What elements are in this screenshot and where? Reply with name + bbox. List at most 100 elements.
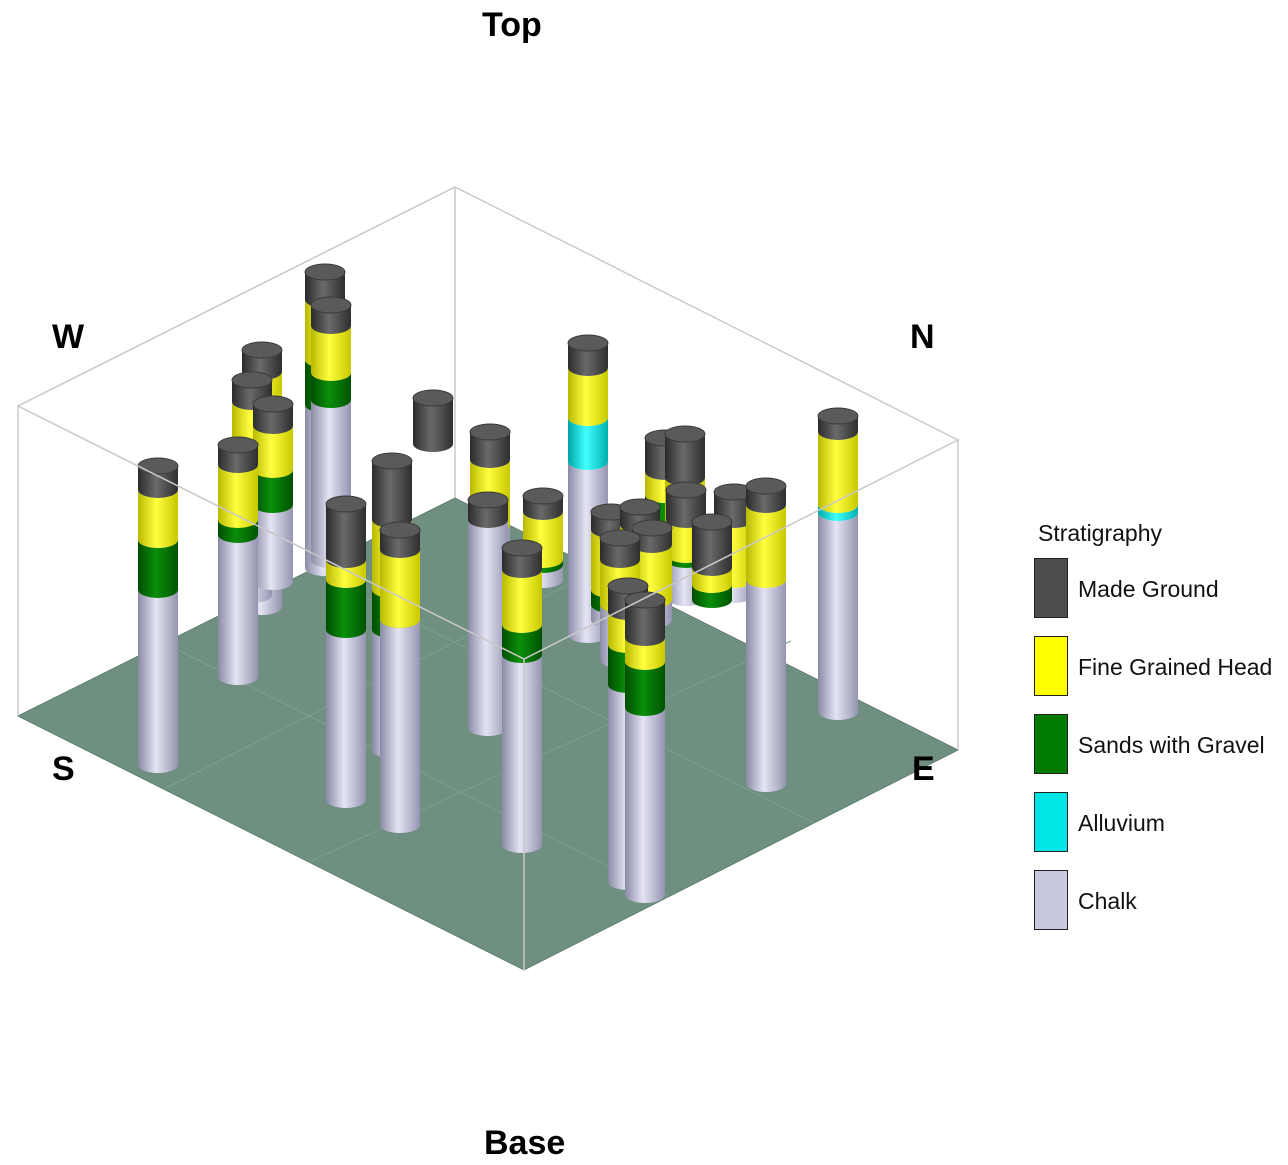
- borehole-layer-made-ground: [326, 504, 366, 568]
- borehole-layer-fine-grained-head: [326, 560, 366, 588]
- legend-label: Alluvium: [1078, 810, 1165, 836]
- borehole: [691, 513, 733, 608]
- borehole-layer-sands-with-gravel: [253, 470, 293, 513]
- borehole: [325, 495, 367, 808]
- borehole: [817, 407, 859, 720]
- borehole: [379, 521, 421, 833]
- compass-east-label: E: [912, 750, 935, 788]
- legend-swatch: [1034, 870, 1068, 930]
- borehole-top-cap: [252, 395, 294, 413]
- legend-swatch: [1034, 714, 1068, 774]
- borehole-top-cap: [467, 491, 509, 509]
- borehole-top-cap: [371, 452, 413, 470]
- borehole-layer-sands-with-gravel: [625, 662, 665, 716]
- borehole: [501, 539, 543, 853]
- borehole-layer-sands-with-gravel: [218, 520, 258, 543]
- borehole-top-cap: [624, 591, 666, 609]
- borehole-top-cap: [217, 436, 259, 454]
- borehole-top-cap: [304, 263, 346, 281]
- borehole-top-cap: [501, 539, 543, 557]
- borehole-layer-alluvium: [568, 418, 608, 470]
- borehole-layer-sands-with-gravel: [326, 580, 366, 638]
- borehole-layer-fine-grained-head: [625, 638, 665, 670]
- borehole-top-cap: [745, 477, 787, 495]
- compass-north-label: N: [910, 318, 935, 356]
- compass-south-label: S: [52, 750, 75, 788]
- borehole-layer-made-ground: [632, 528, 672, 553]
- borehole-layer-fine-grained-head: [218, 465, 258, 528]
- borehole-layer-fine-grained-head: [138, 490, 178, 548]
- legend-swatch: [1034, 636, 1068, 696]
- borehole-top-cap: [469, 423, 511, 441]
- borehole-layer-sands-with-gravel: [692, 585, 732, 608]
- borehole-top-cap: [325, 495, 367, 513]
- compass-west-label: W: [52, 318, 85, 356]
- borehole-layer-chalk: [253, 505, 293, 590]
- legend-item-chalk: Chalk: [1030, 870, 1285, 948]
- borehole-layer-made-ground: [746, 486, 786, 513]
- legend-label: Sands with Gravel: [1078, 732, 1265, 758]
- borehole-top-cap: [691, 513, 733, 531]
- borehole-layer-made-ground: [470, 432, 510, 468]
- borehole-layer-chalk: [218, 535, 258, 685]
- borehole-layer-sands-with-gravel: [138, 540, 178, 598]
- borehole-top-cap: [241, 341, 283, 359]
- borehole-top-cap: [412, 389, 454, 407]
- borehole-top-cap: [631, 519, 673, 537]
- borehole-top-cap: [599, 529, 641, 547]
- borehole-layer-fine-grained-head: [568, 368, 608, 426]
- borehole-layer-made-ground: [625, 600, 665, 646]
- borehole-layer-made-ground: [523, 496, 563, 520]
- borehole: [217, 436, 259, 685]
- view-top-label: Top: [482, 6, 542, 44]
- borehole-top-cap: [567, 334, 609, 352]
- borehole-layer-chalk: [326, 630, 366, 808]
- borehole-layer-fine-grained-head: [253, 426, 293, 478]
- borehole-layer-alluvium: [818, 505, 858, 521]
- boreholes: [137, 263, 859, 903]
- legend-label: Chalk: [1078, 888, 1137, 914]
- borehole: [310, 296, 352, 568]
- borehole-layer-chalk: [380, 620, 420, 833]
- borehole-layer-chalk: [746, 580, 786, 792]
- bounding-box-front-edges: [17, 404, 959, 970]
- borehole-layer-fine-grained-head: [502, 570, 542, 633]
- borehole-top-cap: [619, 498, 661, 516]
- borehole: [467, 491, 509, 736]
- borehole-layer-made-ground: [818, 416, 858, 440]
- borehole: [412, 389, 454, 452]
- borehole-layer-made-ground: [253, 404, 293, 434]
- borehole: [252, 395, 294, 590]
- stratigraphy-legend: Stratigraphy Made Ground Fine Grained He…: [1030, 520, 1285, 948]
- borehole-layer-fine-grained-head: [818, 432, 858, 513]
- borehole-top-cap: [522, 487, 564, 505]
- borehole-top-cap: [137, 457, 179, 475]
- legend-swatch: [1034, 558, 1068, 618]
- borehole-layer-fine-grained-head: [746, 505, 786, 588]
- borehole-layer-made-ground: [502, 548, 542, 578]
- borehole-layer-made-ground: [568, 343, 608, 376]
- legend-item-fine-grained-head: Fine Grained Head: [1030, 636, 1285, 714]
- bounding-box-back-edges: [17, 186, 959, 498]
- legend-item-alluvium: Alluvium: [1030, 792, 1285, 870]
- borehole-layer-fine-grained-head: [692, 568, 732, 593]
- legend-item-made-ground: Made Ground: [1030, 558, 1285, 636]
- borehole-layer-chalk: [818, 513, 858, 720]
- borehole-layer-fine-grained-head: [311, 326, 351, 381]
- legend-swatch: [1034, 792, 1068, 852]
- borehole-top-cap: [310, 296, 352, 314]
- legend-label: Fine Grained Head: [1078, 654, 1273, 680]
- borehole-layer-chalk: [468, 520, 508, 736]
- borehole-top-cap: [379, 521, 421, 539]
- borehole-top-cap: [607, 577, 649, 595]
- view-base-label: Base: [484, 1124, 566, 1162]
- borehole-layer-made-ground: [372, 461, 412, 528]
- borehole-layer-made-ground: [665, 434, 705, 486]
- borehole-layer-chalk: [502, 655, 542, 853]
- borehole-top-cap: [664, 425, 706, 443]
- borehole-top-cap: [665, 481, 707, 499]
- borehole-layer-made-ground: [600, 538, 640, 568]
- borehole: [137, 457, 179, 773]
- borehole-layer-made-ground: [692, 522, 732, 576]
